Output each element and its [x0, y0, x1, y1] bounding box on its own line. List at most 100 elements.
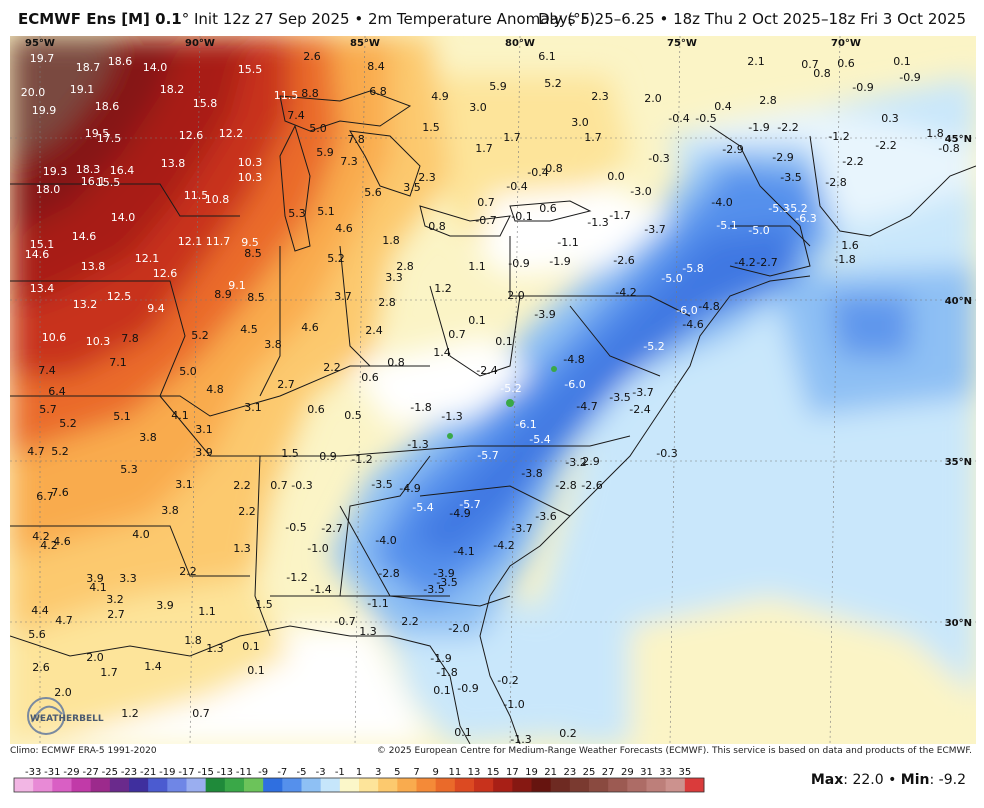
anomaly-value: 4.2 — [40, 539, 58, 552]
colorbar-label: 29 — [621, 767, 634, 778]
anomaly-value: 3.2 — [106, 593, 124, 606]
anomaly-value: 5.3 — [120, 463, 138, 476]
anomaly-value: -1.9 — [549, 255, 570, 268]
anomaly-value: 2.4 — [365, 324, 383, 337]
anomaly-value: -4.2 — [493, 539, 514, 552]
anomaly-value: 2.2 — [179, 565, 197, 578]
anomaly-value: -3.5 — [371, 478, 392, 491]
colorbar-label: -13 — [217, 767, 233, 778]
anomaly-value: -5.2 — [500, 382, 521, 395]
anomaly-value: 0.1 — [893, 55, 911, 68]
anomaly-value: 7.4 — [38, 364, 56, 377]
stats: Max: 22.0 • Min: -9.2 — [810, 772, 966, 788]
anomaly-value: 1.5 — [255, 598, 273, 611]
shading — [10, 36, 976, 744]
anomaly-value: -2.0 — [448, 622, 469, 635]
anomaly-value: 0.5 — [344, 409, 362, 422]
anomaly-value: 0.1 — [247, 664, 265, 677]
anomaly-value: -2.9 — [722, 143, 743, 156]
map-title: ECMWF Ens [M] 0.1° Init 12z 27 Sep 2025 … — [18, 10, 595, 28]
anomaly-value: 20.0 — [21, 86, 46, 99]
anomaly-value: -1.1 — [557, 236, 578, 249]
anomaly-value: 14.0 — [143, 61, 168, 74]
anomaly-value: 6.1 — [538, 50, 556, 63]
anomaly-value: -1.3 — [510, 733, 531, 744]
anomaly-value: 12.1 — [178, 235, 203, 248]
anomaly-value: 2.8 — [396, 260, 414, 273]
colorbar-label: 35 — [678, 767, 691, 778]
colorbar-label: -3 — [316, 767, 326, 778]
anomaly-value: -2.9 — [772, 151, 793, 164]
anomaly-value: 0.0 — [607, 170, 625, 183]
colorbar-label: -7 — [277, 767, 287, 778]
anomaly-value: 0.1 — [433, 684, 451, 697]
colorbar-swatch — [378, 778, 398, 792]
anomaly-value: -4.2 — [615, 286, 636, 299]
anomaly-value: 2.6 — [32, 661, 50, 674]
anomaly-value: 13.8 — [161, 157, 186, 170]
anomaly-value: 4.8 — [206, 383, 224, 396]
degree-sign: ° — [181, 10, 190, 28]
anomaly-value: 4.9 — [431, 90, 449, 103]
anomaly-value: 3.8 — [264, 338, 282, 351]
anomaly-value: 0.8 — [428, 220, 446, 233]
colorbar-swatch — [244, 778, 264, 792]
anomaly-value: 4.0 — [132, 528, 150, 541]
anomaly-value: 8.8 — [301, 87, 319, 100]
colorbar-swatch — [109, 778, 130, 792]
anomaly-value: -3.0 — [630, 185, 651, 198]
anomaly-value: -4.2 — [734, 256, 755, 269]
colorbar-label: 1 — [356, 767, 362, 778]
anomaly-value: 18.3 — [76, 163, 101, 176]
anomaly-value: 2.7 — [107, 608, 125, 621]
copyright-note: © 2025 European Centre for Medium-Range … — [376, 746, 972, 756]
anomaly-value: -4.1 — [453, 545, 474, 558]
anomaly-value: 11.5 — [184, 189, 209, 202]
anomaly-value: 4.7 — [55, 614, 73, 627]
anomaly-value: -1.3 — [587, 216, 608, 229]
anomaly-value: -3.5 — [423, 583, 444, 596]
anomaly-value: -3.7 — [644, 223, 665, 236]
anomaly-value: -1.1 — [367, 597, 388, 610]
anomaly-value: 19.1 — [70, 83, 95, 96]
anomaly-value: 3.8 — [161, 504, 179, 517]
anomaly-value: 2.8 — [759, 94, 777, 107]
anomaly-value: -4.7 — [576, 400, 597, 413]
anomaly-value: 2.3 — [591, 90, 609, 103]
anomaly-value: 19.3 — [43, 165, 68, 178]
anomaly-value: -2.7 — [756, 256, 777, 269]
colorbar-swatch — [608, 778, 628, 792]
anomaly-value: -5.1 — [716, 219, 737, 232]
colorbar-swatch — [646, 778, 667, 792]
anomaly-value: 3.0 — [571, 116, 589, 129]
anomaly-value: 2.9 — [582, 455, 600, 468]
anomaly-value: -3.5 — [780, 171, 801, 184]
colorbar-swatch — [148, 778, 168, 792]
anomaly-value: 1.1 — [468, 260, 486, 273]
colorbar-label: 11 — [448, 767, 461, 778]
anomaly-value: 5.0 — [309, 122, 327, 135]
anomaly-value: 3.9 — [86, 572, 104, 585]
map[interactable]: 95°W 90°W 85°W 80°W 75°W 70°W 45°N 40°N … — [9, 35, 977, 746]
anomaly-value: 1.3 — [359, 625, 377, 638]
anomaly-value: -0.9 — [899, 71, 920, 84]
anomaly-value: 0.6 — [837, 57, 855, 70]
anomaly-value: 10.3 — [86, 335, 111, 348]
lon-label: 75°W — [667, 38, 697, 49]
colorbar-swatch — [627, 778, 647, 792]
anomaly-value: 18.6 — [108, 55, 133, 68]
anomaly-value: -2.8 — [378, 567, 399, 580]
anomaly-value: -5.2 — [786, 202, 807, 215]
anomaly-value: -0.5 — [695, 112, 716, 125]
anomaly-value: -2.4 — [476, 364, 497, 377]
anomaly-value: 0.1 — [468, 314, 486, 327]
anomaly-map[interactable]: 95°W 90°W 85°W 80°W 75°W 70°W 45°N 40°N … — [9, 35, 977, 746]
lon-label: 80°W — [505, 38, 535, 49]
anomaly-value: -0.1 — [511, 210, 532, 223]
lat-label: 45°N — [945, 134, 972, 145]
anomaly-value: -1.8 — [436, 666, 457, 679]
colorbar-label: 19 — [525, 767, 538, 778]
anomaly-value: 0.7 — [192, 707, 210, 720]
colorbar-label: -33 — [25, 767, 41, 778]
colorbar-label: 27 — [602, 767, 615, 778]
